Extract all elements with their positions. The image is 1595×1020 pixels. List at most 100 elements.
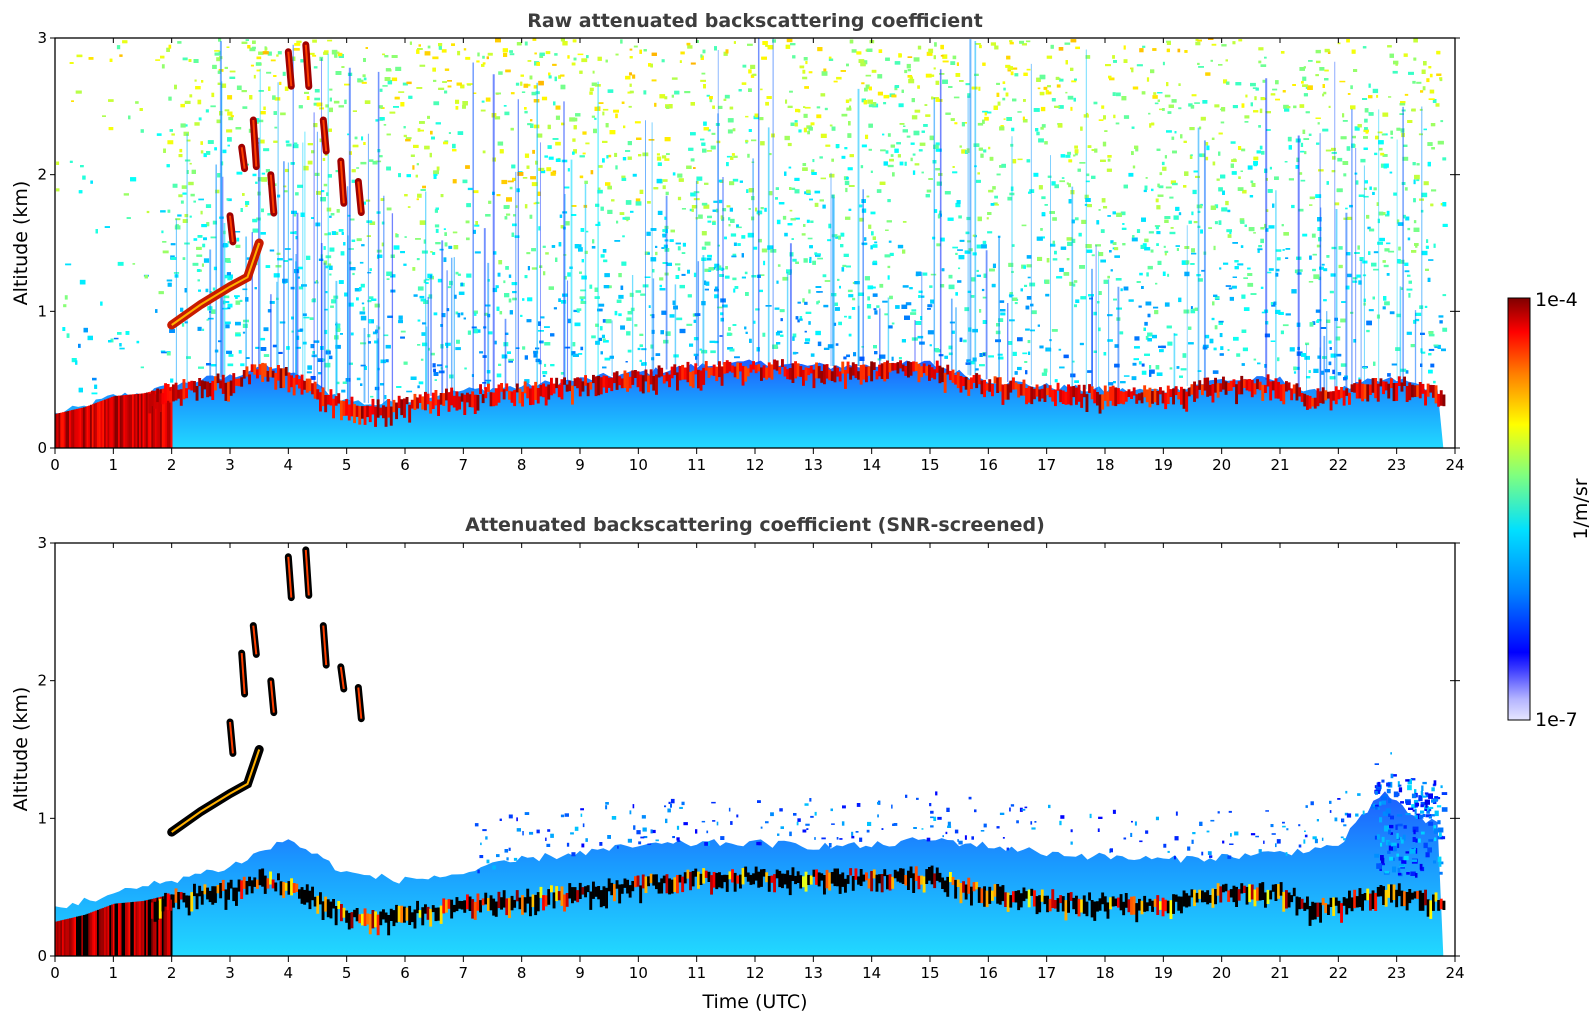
noise-speck: [465, 165, 470, 169]
noise-speck: [1167, 111, 1172, 114]
noise-speck: [214, 147, 217, 151]
noise-speck: [1104, 130, 1108, 132]
noise-speck: [1045, 293, 1050, 297]
noise-speck: [481, 64, 485, 67]
noise-speck: [912, 153, 916, 156]
noise-speck: [674, 90, 680, 95]
noise-speck: [605, 182, 611, 186]
noise-speck: [341, 389, 346, 393]
noise-speck: [629, 48, 633, 51]
noise-speck: [753, 320, 756, 324]
noise-speck: [341, 66, 345, 68]
noise-speck: [1253, 161, 1258, 166]
noise-speck: [650, 63, 653, 68]
noise-speck: [1364, 118, 1368, 123]
noise-speck: [1200, 116, 1206, 121]
noise-speck: [350, 332, 354, 336]
noise-speck: [676, 317, 683, 321]
noise-speck: [1024, 284, 1028, 287]
noise-speck: [1269, 166, 1272, 170]
noise-speck: [515, 205, 518, 208]
noise-speck: [130, 177, 137, 182]
noise-speck: [975, 368, 979, 371]
noise-speck: [1105, 64, 1111, 67]
noise-speck: [870, 170, 873, 173]
noise-speck: [1171, 99, 1177, 103]
noise-speck: [433, 170, 439, 175]
noise-speck: [965, 83, 970, 86]
noise-speck: [1036, 236, 1043, 241]
noise-speck: [714, 263, 720, 268]
noise-speck: [1399, 113, 1404, 115]
noise-speck: [226, 272, 231, 276]
noise-speck: [338, 229, 344, 232]
noise-speck: [555, 158, 561, 162]
noise-speck: [579, 70, 583, 74]
noise-speck: [582, 152, 586, 155]
noise-speck: [873, 260, 877, 263]
noise-speck: [1293, 371, 1297, 374]
noise-speck: [161, 230, 164, 234]
noise-speck: [1411, 250, 1417, 253]
noise-speck: [701, 246, 707, 250]
noise-speck: [944, 355, 948, 359]
noise-speck: [727, 118, 734, 123]
noise-speck: [974, 73, 979, 76]
noise-speck: [210, 236, 217, 239]
noise-speck: [503, 205, 510, 209]
noise-speck: [212, 287, 216, 291]
noise-speck: [891, 94, 897, 98]
noise-speck: [425, 278, 430, 281]
noise-speck: [482, 55, 485, 59]
noise-speck: [1214, 104, 1220, 108]
noise-speck: [1405, 370, 1409, 374]
noise-speck: [979, 44, 982, 49]
noise-speck: [962, 122, 967, 124]
noise-speck: [1164, 251, 1167, 256]
noise-speck: [1238, 176, 1241, 179]
noise-speck: [372, 331, 378, 335]
noise-speck: [512, 297, 517, 301]
noise-speck: [1162, 166, 1167, 171]
noise-speck: [1036, 77, 1041, 82]
noise-speck: [146, 210, 150, 214]
noise-speck: [981, 288, 985, 292]
noise-speck: [403, 361, 408, 365]
noise-speck: [430, 130, 433, 135]
noise-speck: [189, 94, 193, 98]
noise-speck: [254, 118, 260, 123]
noise-speck: [200, 141, 203, 145]
noise-speck: [671, 77, 678, 80]
noise-speck: [180, 307, 184, 312]
noise-speck: [526, 165, 530, 169]
noise-speck: [666, 153, 670, 155]
noise-speck: [892, 172, 895, 177]
noise-speck: [1134, 336, 1140, 341]
noise-speck: [877, 91, 883, 96]
noise-speck: [718, 179, 722, 183]
noise-speck: [776, 219, 781, 225]
noise-speck: [1387, 45, 1392, 48]
noise-speck: [647, 252, 650, 255]
noise-speck: [1122, 243, 1126, 246]
noise-speck: [320, 197, 326, 202]
noise-speck: [738, 89, 742, 92]
noise-speck: [1398, 259, 1405, 264]
noise-speck: [467, 187, 473, 191]
noise-speck: [1008, 262, 1014, 267]
noise-speck: [545, 252, 549, 255]
noise-speck: [1010, 71, 1014, 76]
noise-speck: [1068, 159, 1073, 163]
noise-speck: [1140, 244, 1145, 249]
noise-speck: [197, 99, 202, 105]
noise-speck: [516, 42, 522, 46]
noise-speck: [1255, 87, 1259, 91]
noise-speck: [1349, 204, 1353, 208]
noise-speck: [889, 295, 893, 300]
noise-speck: [263, 148, 270, 152]
noise-speck: [880, 149, 886, 152]
noise-speck: [1093, 350, 1097, 353]
noise-speck: [400, 102, 405, 107]
noise-speck: [327, 232, 331, 236]
noise-speck: [866, 195, 870, 198]
